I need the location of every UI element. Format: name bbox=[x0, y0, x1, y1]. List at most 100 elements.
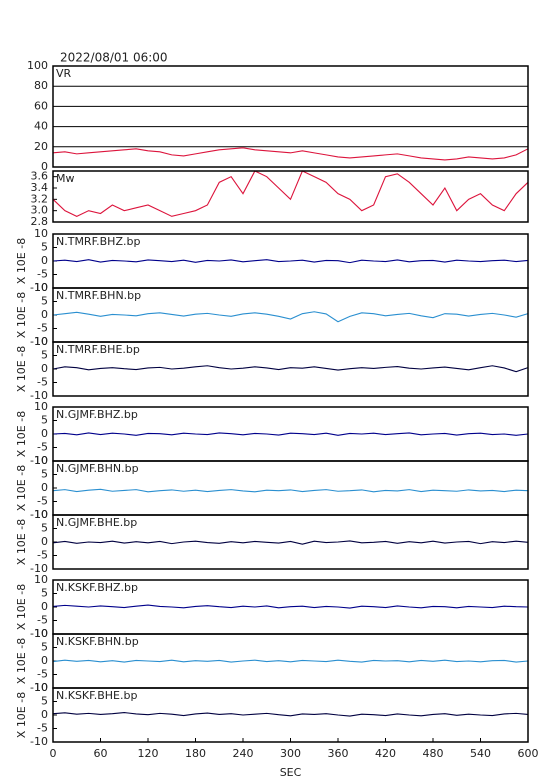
y-tick-label: 5 bbox=[41, 587, 48, 600]
y-tick-label: 10 bbox=[34, 508, 48, 521]
trace-line bbox=[52, 259, 529, 264]
trace-line bbox=[52, 659, 529, 663]
y-tick-label: -5 bbox=[37, 614, 48, 627]
y-axis-label: X 10E -8 bbox=[15, 465, 28, 511]
y-tick-label: 10 bbox=[34, 681, 48, 694]
y-tick-label: 10 bbox=[34, 335, 48, 348]
y-tick-label: 5 bbox=[41, 695, 48, 708]
y-tick-label: -10 bbox=[30, 735, 48, 748]
y-tick-label: -10 bbox=[30, 281, 48, 294]
y-tick-label: 5 bbox=[41, 349, 48, 362]
y-tick-label: 10 bbox=[34, 454, 48, 467]
y-axis-label: X 10E -8 bbox=[15, 584, 28, 630]
y-tick-label: 0 bbox=[41, 654, 48, 667]
trace-line bbox=[52, 311, 529, 323]
trace-label: N.TMRF.BHZ.bp bbox=[56, 235, 140, 248]
y-tick-label: 3.4 bbox=[31, 181, 49, 194]
y-tick-label: 3.6 bbox=[31, 170, 49, 183]
trace-label: N.KSKF.BHZ.bp bbox=[56, 581, 138, 594]
trace-label: N.KSKF.BHN.bp bbox=[56, 635, 139, 648]
y-tick-label: -5 bbox=[37, 549, 48, 562]
trace-label: VR bbox=[56, 67, 72, 80]
y-axis-label: X 10E -8 bbox=[15, 346, 28, 392]
x-tick-label: 60 bbox=[94, 747, 108, 760]
y-tick-label: 0 bbox=[41, 481, 48, 494]
y-tick-label: -5 bbox=[37, 268, 48, 281]
y-tick-label: -5 bbox=[37, 495, 48, 508]
x-tick-label: 240 bbox=[233, 747, 254, 760]
y-tick-label: 10 bbox=[34, 227, 48, 240]
trace-label: N.KSKF.BHE.bp bbox=[56, 689, 137, 702]
chart-title: 2022/08/01 06:00 bbox=[60, 51, 168, 65]
y-axis-label: X 10E -8 bbox=[15, 692, 28, 738]
y-tick-label: 10 bbox=[34, 627, 48, 640]
y-axis-label: X 10E -8 bbox=[15, 292, 28, 338]
x-axis-label: SEC bbox=[280, 766, 302, 779]
trace-line bbox=[52, 540, 529, 545]
y-axis-label: X 10E -8 bbox=[15, 411, 28, 457]
y-tick-label: -5 bbox=[37, 322, 48, 335]
trace-line bbox=[52, 147, 529, 161]
y-tick-label: 3.0 bbox=[31, 204, 49, 217]
trace-label: Mw bbox=[56, 172, 75, 185]
y-tick-label: 0 bbox=[41, 254, 48, 267]
trace-label: N.TMRF.BHE.bp bbox=[56, 343, 140, 356]
y-tick-label: 40 bbox=[34, 120, 48, 133]
trace-line bbox=[52, 604, 529, 609]
panel-frame bbox=[52, 514, 529, 570]
trace-label: N.TMRF.BHN.bp bbox=[56, 289, 141, 302]
panel-frame bbox=[52, 170, 529, 223]
trace-label: N.GJMF.BHZ.bp bbox=[56, 408, 138, 421]
y-tick-label: 0 bbox=[41, 427, 48, 440]
trace-line bbox=[52, 432, 529, 436]
y-tick-label: 100 bbox=[27, 59, 48, 72]
y-tick-label: -10 bbox=[30, 389, 48, 402]
y-tick-label: 5 bbox=[41, 468, 48, 481]
y-tick-label: 0 bbox=[41, 362, 48, 375]
y-tick-label: 2.8 bbox=[31, 215, 49, 228]
y-tick-label: 0 bbox=[41, 160, 48, 173]
x-tick-label: 420 bbox=[375, 747, 396, 760]
y-axis-label: X 10E -8 bbox=[15, 519, 28, 565]
y-tick-label: 5 bbox=[41, 641, 48, 654]
trace-line bbox=[52, 365, 529, 373]
y-axis-label: X 10E -8 bbox=[15, 638, 28, 684]
y-tick-label: -10 bbox=[30, 627, 48, 640]
y-tick-label: 10 bbox=[34, 400, 48, 413]
y-tick-label: -5 bbox=[37, 441, 48, 454]
y-tick-label: 0 bbox=[41, 600, 48, 613]
y-tick-label: 60 bbox=[34, 99, 48, 112]
y-tick-label: 0 bbox=[41, 308, 48, 321]
y-tick-label: 5 bbox=[41, 414, 48, 427]
x-tick-label: 540 bbox=[470, 747, 491, 760]
y-tick-label: -10 bbox=[30, 454, 48, 467]
x-tick-label: 480 bbox=[423, 747, 444, 760]
y-tick-label: 0 bbox=[41, 708, 48, 721]
y-tick-label: 5 bbox=[41, 295, 48, 308]
trace-line bbox=[52, 170, 529, 217]
y-tick-label: -10 bbox=[30, 562, 48, 575]
y-tick-label: 5 bbox=[41, 522, 48, 535]
y-tick-label: 80 bbox=[34, 79, 48, 92]
y-tick-label: -5 bbox=[37, 668, 48, 681]
trace-line bbox=[52, 488, 529, 493]
panel-frame bbox=[52, 65, 529, 168]
trace-line bbox=[52, 712, 529, 717]
y-tick-label: -10 bbox=[30, 681, 48, 694]
trace-label: N.GJMF.BHN.bp bbox=[56, 462, 139, 475]
y-tick-label: -5 bbox=[37, 376, 48, 389]
x-tick-label: 600 bbox=[518, 747, 539, 760]
y-tick-label: 5 bbox=[41, 241, 48, 254]
y-tick-label: -10 bbox=[30, 508, 48, 521]
y-tick-label: 20 bbox=[34, 140, 48, 153]
y-tick-label: 10 bbox=[34, 573, 48, 586]
x-tick-label: 120 bbox=[138, 747, 159, 760]
y-tick-label: -5 bbox=[37, 722, 48, 735]
y-tick-label: 0 bbox=[41, 535, 48, 548]
x-tick-label: 0 bbox=[50, 747, 57, 760]
trace-label: N.GJMF.BHE.bp bbox=[56, 516, 137, 529]
panel-frame bbox=[52, 341, 529, 397]
x-tick-label: 360 bbox=[328, 747, 349, 760]
x-tick-label: 300 bbox=[280, 747, 301, 760]
